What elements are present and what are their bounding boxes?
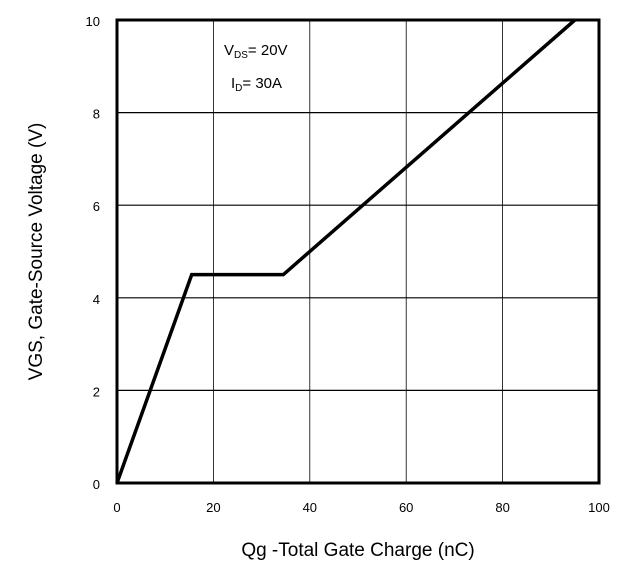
id-annotation-main: I (231, 75, 235, 92)
y-axis-label: VGS, Gate-Source Voltage (V) (26, 123, 47, 381)
x-tick-label: 80 (495, 500, 509, 515)
y-tick-label: 2 (93, 384, 100, 399)
y-tick-label: 0 (93, 477, 100, 492)
x-tick-label: 20 (206, 500, 220, 515)
y-tick-label: 6 (93, 199, 100, 214)
vds-annotation-subscript: DS (234, 50, 248, 61)
tick-labels: 0 20 40 60 80 100 0 2 4 6 8 10 (86, 14, 610, 515)
plot-frame (115, 18, 601, 485)
series-line (115, 18, 577, 484)
x-tick-label: 0 (113, 500, 120, 515)
id-annotation: ID= 30A (231, 75, 282, 94)
data-series (115, 18, 577, 484)
vds-annotation: VDS= 20V (224, 42, 288, 61)
grid-lines (117, 20, 599, 483)
vds-annotation-value: = 20V (248, 42, 288, 59)
y-tick-label: 4 (93, 292, 100, 307)
x-tick-label: 40 (303, 500, 317, 515)
id-annotation-subscript: D (235, 83, 242, 94)
x-tick-label: 100 (588, 500, 610, 515)
vds-annotation-main: V (224, 42, 234, 59)
id-annotation-value: = 30A (242, 75, 282, 92)
y-tick-label: 10 (86, 14, 100, 29)
x-tick-label: 60 (399, 500, 413, 515)
x-axis-label: Qg -Total Gate Charge (nC) (241, 540, 474, 561)
y-tick-label: 8 (93, 107, 100, 122)
